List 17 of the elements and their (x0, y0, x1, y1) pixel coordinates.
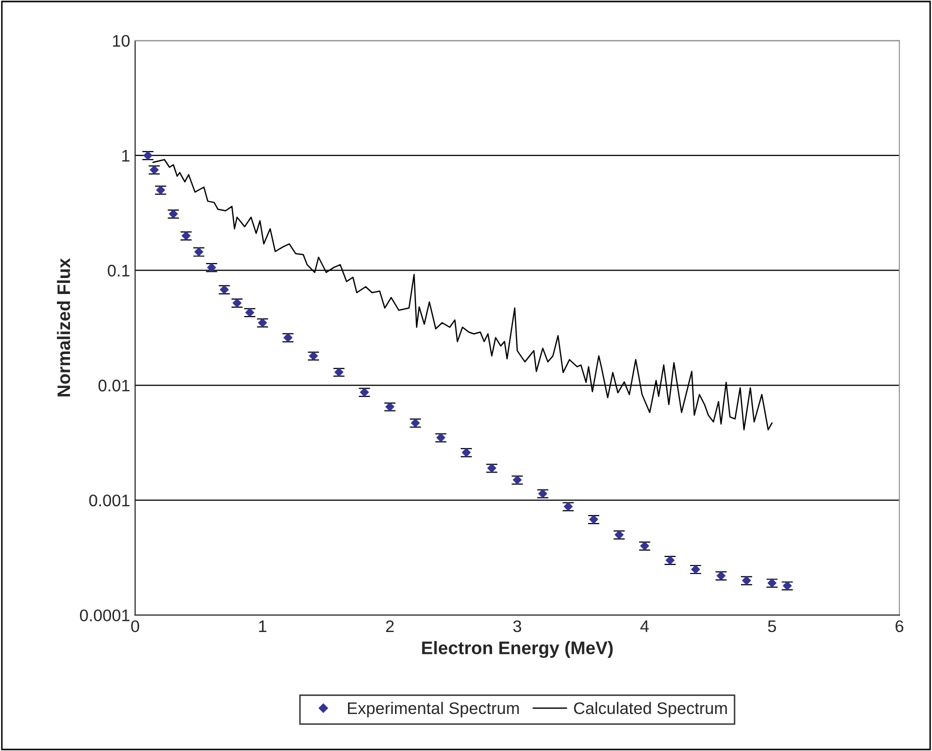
x-axis-title: Electron Energy (MeV) (422, 641, 613, 658)
x-tick-label: 3 (513, 620, 522, 632)
x-tick-label: 4 (640, 620, 649, 632)
y-tick-label: 10 (113, 34, 130, 47)
x-tick-label: 1 (259, 620, 266, 632)
y-tick-label: 0.001 (89, 494, 130, 506)
x-tick-label: 0 (131, 620, 140, 632)
legend-label: Experimental Spectrum (348, 702, 519, 718)
y-tick-label: 0.01 (98, 380, 130, 392)
x-tick-label: 2 (386, 620, 394, 632)
x-tick-label: 5 (768, 620, 776, 632)
y-tick-label: 0.1 (108, 264, 130, 277)
y-tick-label: 1 (122, 150, 130, 162)
y-axis-title: Normalized Flux (56, 258, 70, 396)
x-tick-label: 6 (896, 620, 904, 632)
y-tick-label: 0.0001 (80, 609, 130, 622)
legend-label: Calculated Spectrum (574, 702, 727, 718)
